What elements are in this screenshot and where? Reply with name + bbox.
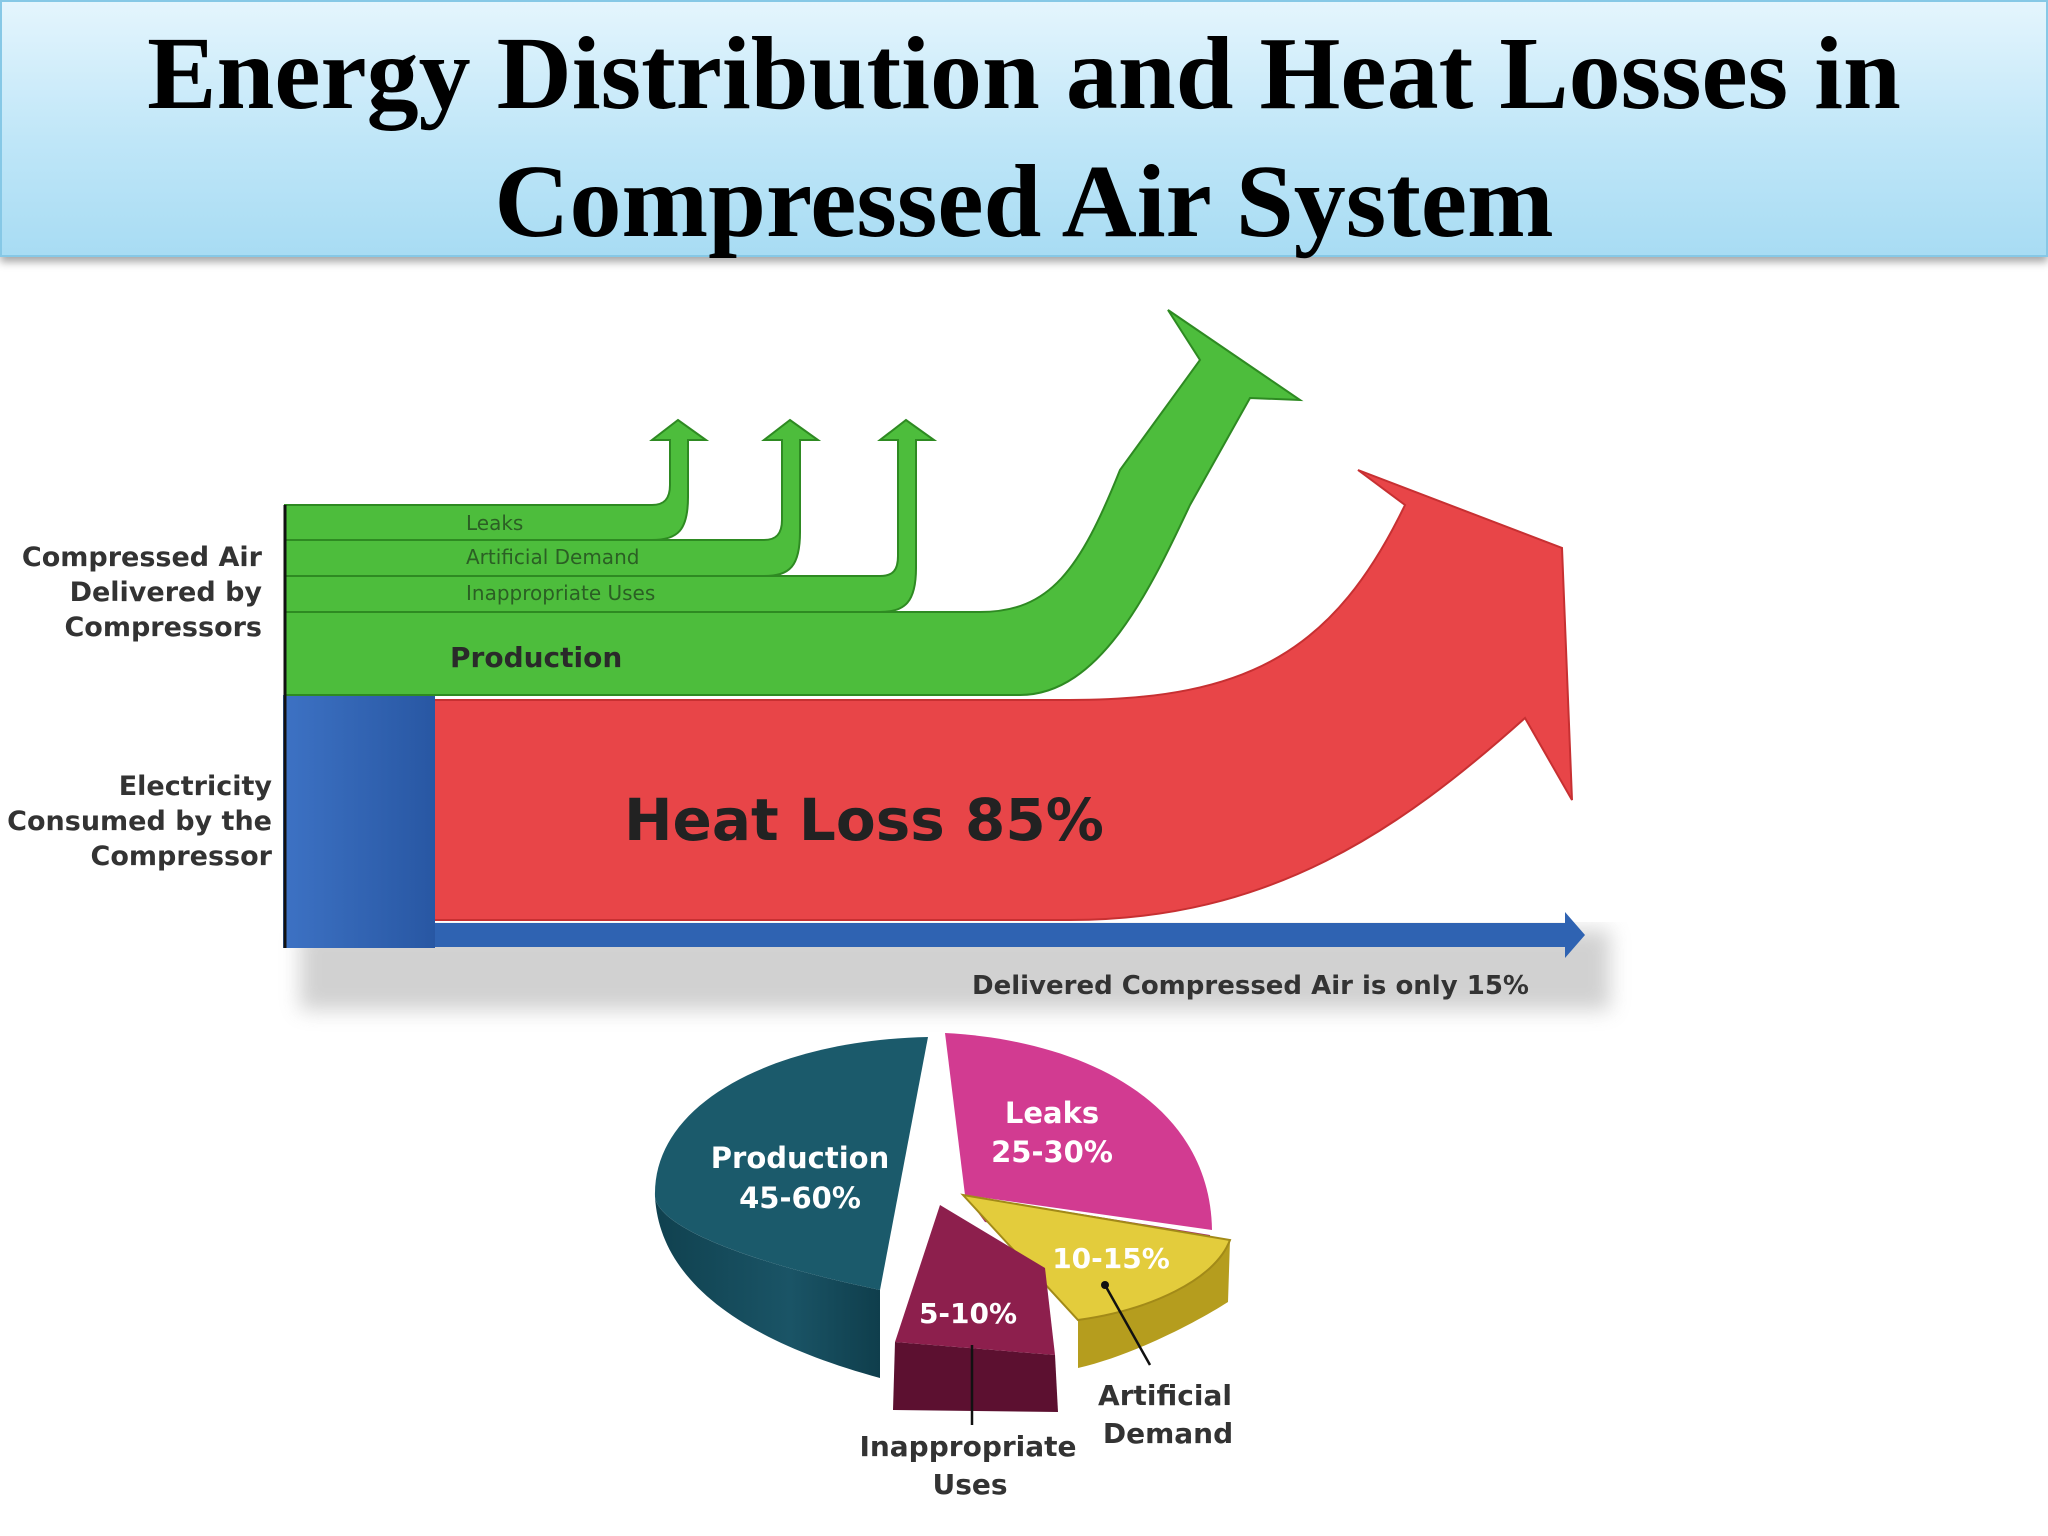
flow-label-inappropriate: Inappropriate Uses: [466, 581, 655, 605]
left-label-air-2: Delivered by: [70, 577, 263, 608]
title-line-2: Compressed Air System: [494, 144, 1554, 259]
pie-label-artificial-value: 10-15%: [1052, 1242, 1170, 1275]
leader-line-artificial: [1103, 1284, 1152, 1366]
leader-dot-artificial: [1101, 1281, 1109, 1289]
heat-loss-arrow: [429, 469, 1573, 921]
pie-label-inappropriate-name-2: Uses: [932, 1468, 1007, 1501]
flow-label-leaks: Leaks: [466, 511, 523, 535]
pie-slice-leaks: [945, 1033, 1212, 1230]
pie-label-leaks-value: 25-30%: [991, 1135, 1113, 1169]
production-flow-arrow: [284, 309, 1304, 696]
heat-loss-label: Heat Loss 85%: [624, 786, 1104, 854]
pie-label-production-value: 45-60%: [739, 1181, 861, 1215]
pie-label-production-name: Production: [711, 1141, 889, 1175]
delivered-air-arrow: [430, 912, 1585, 958]
flow-label-artificial: Artificial Demand: [466, 545, 639, 569]
left-label-elec-3: Compressor: [91, 841, 273, 872]
flow-label-production: Production: [450, 641, 622, 674]
pie-slice-production: [654, 1037, 928, 1290]
page-title: Energy Distribution and Heat Losses in C…: [2, 2, 2046, 266]
pie-slice-artificial: [960, 1193, 1232, 1322]
pie-label-artificial-name-2: Demand: [1103, 1417, 1233, 1450]
pie-slice-production-side: [655, 1197, 880, 1378]
pie-label-artificial-name-1: Artificial: [1098, 1379, 1232, 1412]
inappropriate-uses-flow: [284, 418, 938, 613]
left-label-elec-1: Electricity: [119, 771, 273, 802]
pie-slice-inappropriate: [895, 1205, 1055, 1355]
left-label-air-3: Compressors: [64, 612, 262, 643]
left-label-air-1: Compressed Air: [22, 542, 263, 573]
pie-slice-inappropriate-side: [893, 1342, 1058, 1412]
left-label-elec-2: Consumed by the: [7, 806, 272, 837]
title-line-1: Energy Distribution and Heat Losses in: [147, 16, 1901, 131]
pie-label-inappropriate-name-1: Inappropriate: [859, 1430, 1076, 1463]
pie-label-leaks-name: Leaks: [1005, 1096, 1099, 1130]
title-banner: Energy Distribution and Heat Losses in C…: [0, 0, 2048, 259]
artificial-demand-flow: [284, 418, 822, 577]
pie-label-inappropriate-value: 5-10%: [919, 1297, 1017, 1330]
delivered-note-label: Delivered Compressed Air is only 15%: [972, 971, 1529, 1001]
leaks-flow: [284, 418, 710, 541]
electricity-input-block: [283, 695, 435, 948]
